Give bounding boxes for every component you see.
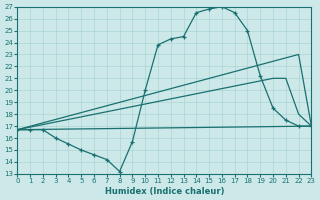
X-axis label: Humidex (Indice chaleur): Humidex (Indice chaleur) <box>105 187 224 196</box>
